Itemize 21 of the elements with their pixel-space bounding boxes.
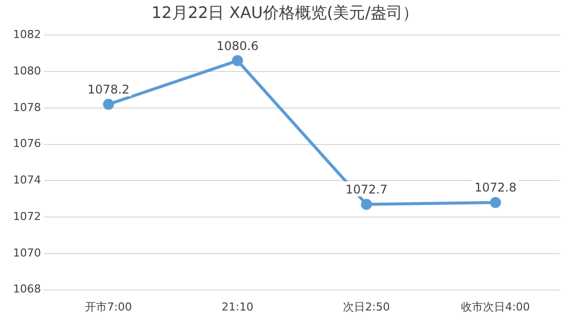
data-label: 1072.7 [346,182,388,196]
data-label: 1072.8 [474,180,516,195]
y-tick-label: 1072 [12,210,41,223]
y-tick-label: 1082 [12,28,41,42]
point [102,98,114,110]
y-tick-label: 1070 [12,246,41,260]
x-tick-label: 开市7:00 [85,300,132,314]
data-label: 1078.2 [87,82,130,96]
y-tick-label: 1076 [12,137,41,150]
x-tick-label: 收市次日4:00 [461,300,530,314]
point [232,55,243,66]
point [490,197,501,208]
y-tick-label: 1080 [12,64,41,78]
point [361,198,372,210]
y-tick-label: 1068 [12,282,41,296]
x-tick-label: 次日2:50 [343,300,390,314]
y-tick-label: 1074 [12,174,41,187]
y-tick-label: 1078 [12,100,41,114]
chart-title: 12月22日 XAU价格概览(美元/盎司） [151,2,419,22]
x-tick-label: 21:10 [222,300,254,314]
data-label: 1080.6 [216,38,258,53]
